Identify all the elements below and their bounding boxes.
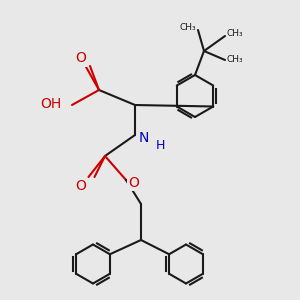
Text: OH: OH	[40, 97, 62, 110]
Text: O: O	[76, 52, 86, 65]
Text: O: O	[128, 176, 139, 190]
Text: H: H	[156, 139, 165, 152]
Text: N: N	[139, 131, 149, 145]
Text: CH₃: CH₃	[180, 22, 196, 32]
Text: CH₃: CH₃	[226, 56, 243, 64]
Text: O: O	[76, 179, 86, 193]
Text: CH₃: CH₃	[226, 28, 243, 38]
